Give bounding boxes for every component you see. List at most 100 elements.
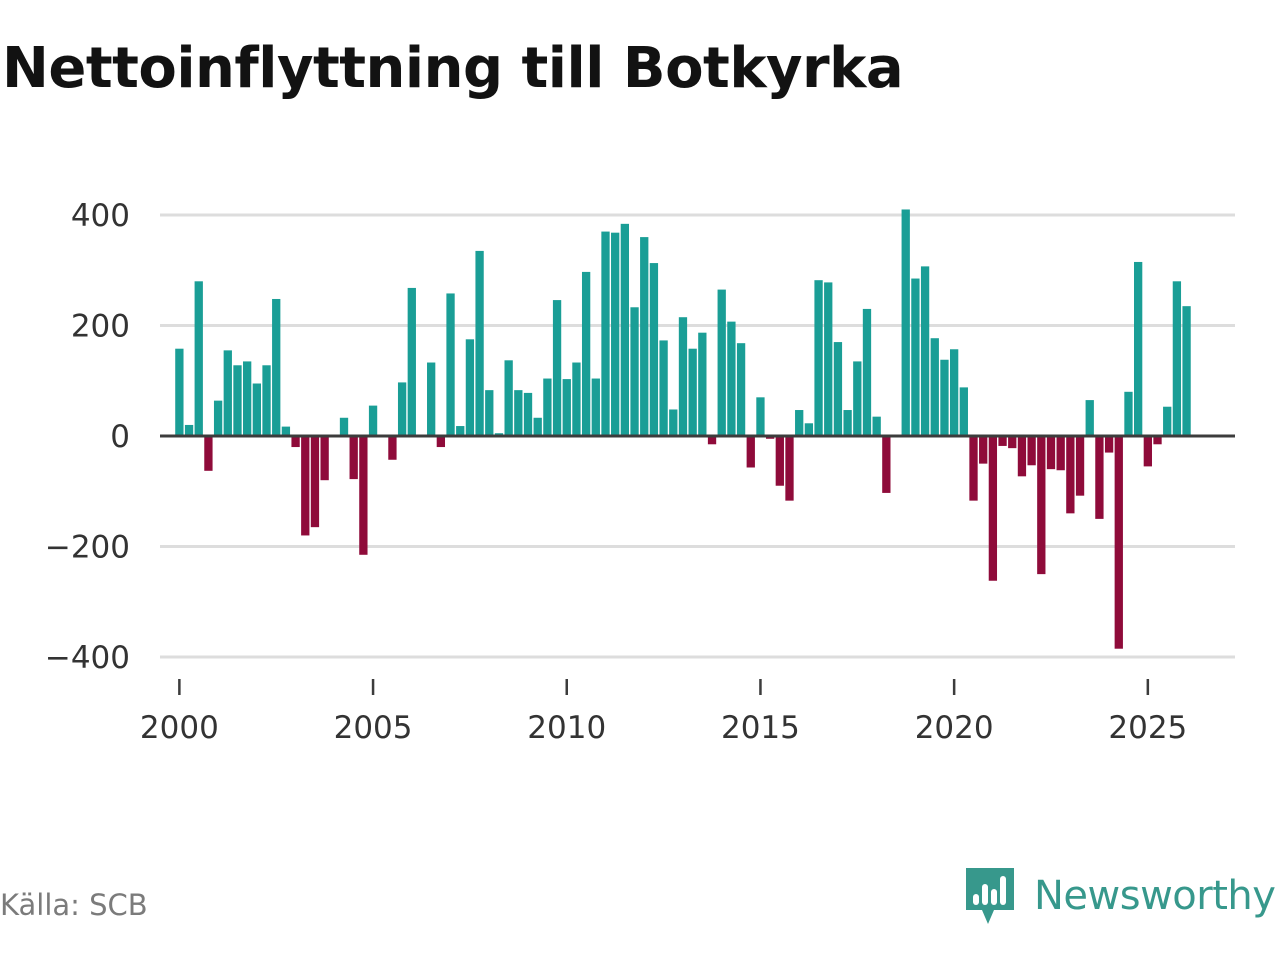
bar — [1056, 436, 1065, 471]
bar-layer — [175, 209, 1191, 649]
bar — [795, 410, 804, 436]
bar — [1075, 436, 1085, 496]
bar — [543, 378, 552, 436]
bar — [533, 417, 542, 436]
bar — [1114, 436, 1123, 649]
bar — [1008, 436, 1017, 449]
bar — [649, 263, 659, 436]
bar — [572, 362, 581, 436]
bar — [833, 342, 843, 436]
bar — [949, 349, 959, 436]
bar — [301, 436, 310, 536]
bar — [901, 209, 910, 436]
bar — [669, 409, 678, 436]
bar — [485, 390, 494, 436]
bar — [407, 287, 416, 436]
bar — [552, 300, 562, 436]
bar — [1163, 406, 1172, 436]
bar — [194, 281, 203, 436]
bar — [397, 382, 407, 436]
bar — [320, 436, 329, 481]
bar — [1017, 436, 1027, 477]
bar — [175, 348, 184, 436]
bar — [611, 232, 620, 436]
grid-layer — [160, 213, 1235, 659]
bar — [272, 298, 281, 436]
x-tick-label: 2005 — [334, 710, 413, 746]
bar — [843, 410, 852, 436]
bar — [213, 400, 223, 436]
bar — [184, 424, 194, 436]
bar — [601, 231, 610, 436]
bar — [281, 426, 291, 436]
bar — [262, 365, 271, 436]
bar — [746, 436, 755, 468]
bar — [427, 362, 436, 436]
bar — [204, 436, 213, 471]
bar — [1172, 281, 1182, 436]
bar — [930, 338, 939, 436]
bar — [736, 343, 746, 436]
bar — [1143, 436, 1152, 467]
x-tick-label: 2020 — [915, 710, 994, 746]
chart-title: Nettoinflyttning till Botkyrka — [2, 36, 904, 101]
bar — [1182, 306, 1191, 436]
bar — [436, 436, 446, 448]
bar — [640, 237, 649, 436]
bar — [630, 307, 639, 436]
brand-logo[interactable]: Newsworthy — [964, 866, 1276, 926]
bar — [475, 250, 484, 436]
bar — [1124, 391, 1133, 436]
bar — [979, 436, 988, 464]
bar — [591, 378, 600, 436]
bar — [1037, 436, 1046, 575]
newsworthy-logo-icon — [966, 868, 1014, 924]
bar — [514, 390, 523, 436]
bar — [291, 436, 300, 448]
y-tick-label: −400 — [45, 640, 130, 676]
bar — [688, 348, 697, 436]
bar — [388, 436, 397, 460]
bar — [620, 223, 630, 436]
bar — [659, 340, 668, 436]
source-label: Källa: SCB — [0, 888, 148, 922]
bar — [998, 436, 1007, 446]
bar — [465, 339, 475, 436]
bar — [988, 436, 998, 581]
bar — [824, 282, 833, 436]
bar — [959, 387, 968, 436]
bar — [698, 332, 707, 436]
bar — [1095, 436, 1104, 519]
bar — [339, 417, 349, 436]
bar — [1134, 261, 1143, 436]
x-tick-label: 2025 — [1108, 710, 1187, 746]
x-tick-label: 2015 — [721, 710, 800, 746]
bar — [804, 423, 814, 436]
bar — [243, 361, 252, 436]
bar — [233, 365, 242, 436]
bar — [1104, 436, 1114, 453]
bar — [727, 321, 736, 436]
bar — [523, 392, 533, 436]
bar — [853, 361, 862, 436]
bar — [756, 397, 765, 436]
bar — [785, 436, 794, 501]
bar — [349, 436, 358, 480]
x-tick-label: 2000 — [140, 710, 219, 746]
bar — [223, 350, 232, 436]
bar — [504, 360, 513, 436]
bar — [911, 278, 920, 436]
y-tick-label: 200 — [71, 309, 130, 345]
bar — [678, 317, 688, 436]
bar — [581, 271, 591, 436]
bar — [969, 436, 978, 501]
bar — [1066, 436, 1075, 514]
bar — [717, 289, 726, 436]
bar — [359, 436, 368, 555]
bar — [707, 436, 717, 445]
bar — [1153, 436, 1162, 445]
bar — [1027, 436, 1036, 466]
bar — [252, 383, 261, 436]
